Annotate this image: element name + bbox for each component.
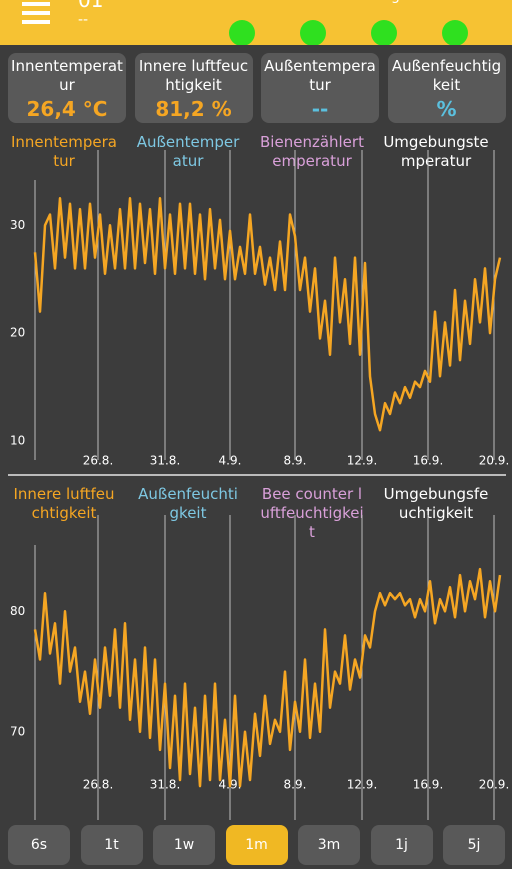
indicator-dot	[229, 20, 255, 45]
card-value: %	[436, 97, 457, 121]
y-tick-label: 10	[10, 433, 25, 447]
x-tick-label: 26.8.	[83, 778, 114, 792]
range-button[interactable]: 5j	[443, 825, 505, 865]
card-value: 26,4 °C	[26, 97, 108, 121]
legend-entry: Innere luftfeuchtigkeit	[13, 485, 115, 522]
indicator-label: Honigr.	[344, 0, 424, 4]
data-line	[33, 197, 502, 432]
legend-entry: Außentemperatur	[136, 133, 240, 170]
legend-entry: Umgebungsfeuchtigkeit	[383, 485, 489, 522]
hive-subtitle: --	[78, 12, 89, 28]
card-value: --	[311, 97, 329, 121]
stat-card: Innere luftfeuchtigkeit 81,2 %	[134, 53, 253, 123]
y-tick-label: 80	[10, 604, 25, 618]
header: 01 -- StatusBienenHonigr.Schwarm	[0, 0, 512, 45]
card-label: Innere luftfeuchtigkeit	[138, 57, 249, 94]
x-tick-label: 31.8.	[150, 454, 181, 468]
data-line	[33, 567, 502, 788]
range-button[interactable]: 3m	[298, 825, 360, 865]
y-tick-label: 70	[10, 724, 25, 738]
indicator-dot	[442, 20, 468, 45]
x-tick-label: 4.9.	[219, 778, 242, 792]
legend-entry: Innentemperatur	[10, 133, 117, 170]
legend-entry: Bee counter luftfeuchtigkeit	[260, 485, 364, 541]
range-button[interactable]: 1w	[153, 825, 215, 865]
menu-icon[interactable]	[22, 2, 52, 26]
stat-card: Innentemperatur 26,4 °C	[8, 53, 126, 123]
card-label: Außenfeuchtigkeit	[391, 57, 502, 94]
x-tick-label: 12.9.	[347, 778, 378, 792]
x-tick-label: 16.9.	[413, 454, 444, 468]
x-tick-label: 20.9.	[479, 778, 510, 792]
stat-card: Außenfeuchtigkeit%	[387, 53, 506, 123]
x-tick-label: 31.8.	[150, 778, 181, 792]
x-tick-label: 20.9.	[479, 454, 510, 468]
x-tick-label: 12.9.	[347, 454, 378, 468]
indicator-dot	[300, 20, 326, 45]
card-label: Außentemperatur	[264, 57, 376, 94]
y-tick-label: 30	[10, 218, 25, 232]
range-button[interactable]: 1t	[80, 825, 143, 865]
divider	[8, 474, 506, 476]
x-tick-label: 8.9.	[284, 778, 307, 792]
legend-entry: Außenfeuchtigkeit	[138, 485, 238, 522]
temperature-chart: 10 20 30 26.8. 31.8. 4.9. 8.9. 12.9. 16.9. 20.9.	[10, 150, 510, 468]
x-tick-label: 4.9.	[219, 454, 242, 468]
range-button[interactable]: 1j	[370, 825, 433, 865]
stat-card: Außentemperatur --	[261, 53, 379, 123]
indicator-label: Status	[202, 0, 282, 4]
x-tick-label: 8.9.	[284, 454, 307, 468]
indicator-label: Schwarm	[415, 0, 495, 4]
indicator-dot	[371, 20, 397, 45]
legend-entry: Bienenzählertemperatur	[260, 133, 364, 170]
y-tick-label: 20	[10, 326, 25, 340]
card-label: Innentemperatur	[11, 57, 123, 94]
x-tick-label: 16.9.	[413, 778, 444, 792]
legend-entry: Umgebungstemperatur	[383, 133, 489, 170]
indicator-label: Bienen	[273, 0, 353, 4]
x-tick-label: 26.8.	[83, 454, 114, 468]
range-button[interactable]: 1m	[225, 825, 288, 865]
card-value: 81,2 %	[155, 97, 232, 121]
range-button[interactable]: 6s	[8, 825, 70, 865]
hive-title: 01	[78, 0, 104, 12]
